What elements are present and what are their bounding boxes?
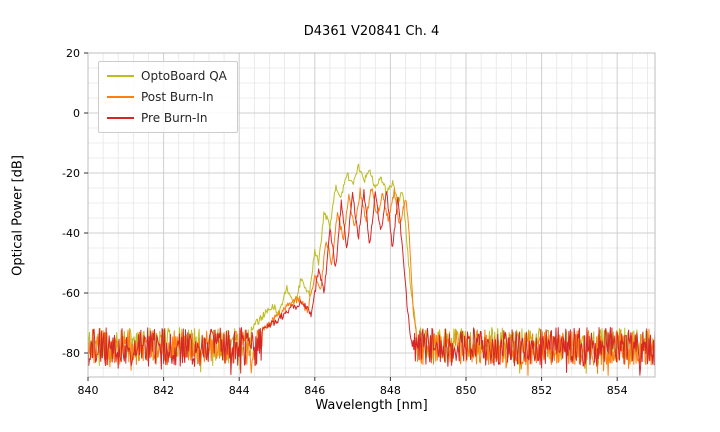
legend-label: Post Burn-In xyxy=(141,90,214,104)
x-tick-label: 846 xyxy=(304,384,325,397)
y-tick-label: -60 xyxy=(62,287,80,300)
legend-swatch-post-burn-in xyxy=(107,96,134,98)
legend-label: OptoBoard QA xyxy=(141,69,227,83)
y-tick-label: 0 xyxy=(73,107,80,120)
chart-title: D4361 V20841 Ch. 4 xyxy=(303,24,440,39)
x-tick-label: 840 xyxy=(78,384,99,397)
x-tick-label: 850 xyxy=(456,384,477,397)
x-axis-label: Wavelength [nm] xyxy=(315,398,428,413)
y-tick-label: -20 xyxy=(62,167,80,180)
legend-entry: Pre Burn-In xyxy=(107,111,227,125)
x-tick-label: 854 xyxy=(607,384,628,397)
y-tick-label: 20 xyxy=(66,47,80,60)
y-tick-label: -40 xyxy=(62,227,80,240)
y-tick-label: -80 xyxy=(62,347,80,360)
legend-label: Pre Burn-In xyxy=(141,111,208,125)
x-tick-label: 848 xyxy=(380,384,401,397)
x-tick-label: 842 xyxy=(153,384,174,397)
legend: OptoBoard QA Post Burn-In Pre Burn-In xyxy=(98,61,238,133)
x-tick-label: 844 xyxy=(229,384,250,397)
legend-swatch-pre-burn-in xyxy=(107,117,134,119)
y-axis-label: Optical Power [dB] xyxy=(10,155,26,276)
legend-swatch-optoboard-qa xyxy=(107,75,134,77)
x-tick-label: 852 xyxy=(531,384,552,397)
legend-entry: Post Burn-In xyxy=(107,90,227,104)
legend-entry: OptoBoard QA xyxy=(107,69,227,83)
